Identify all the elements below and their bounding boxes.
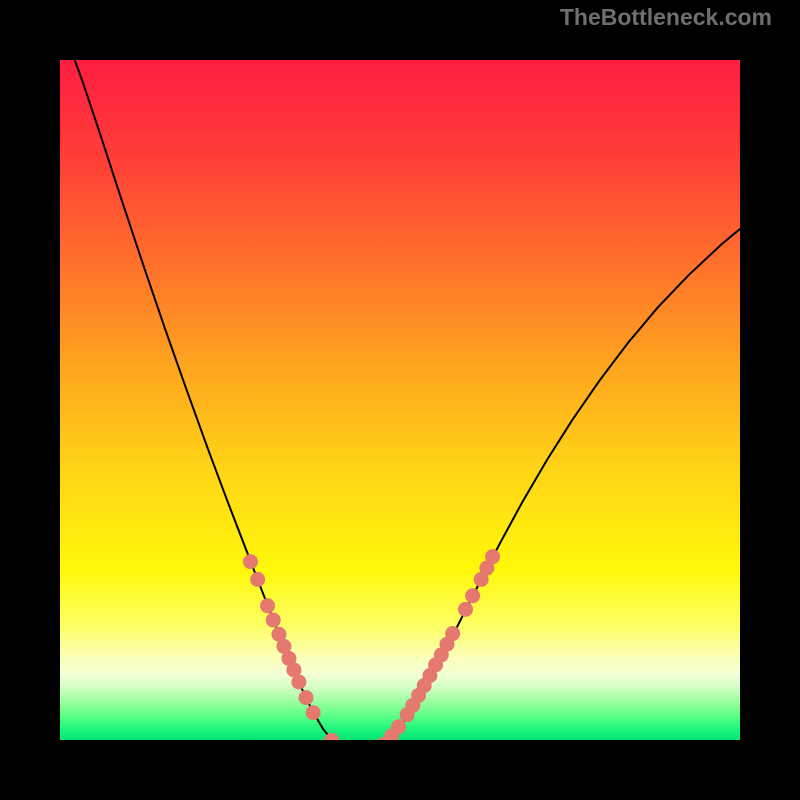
plot-frame xyxy=(30,30,770,770)
watermark-text: TheBottleneck.com xyxy=(560,4,772,31)
figure-root: TheBottleneck.com xyxy=(0,0,800,800)
